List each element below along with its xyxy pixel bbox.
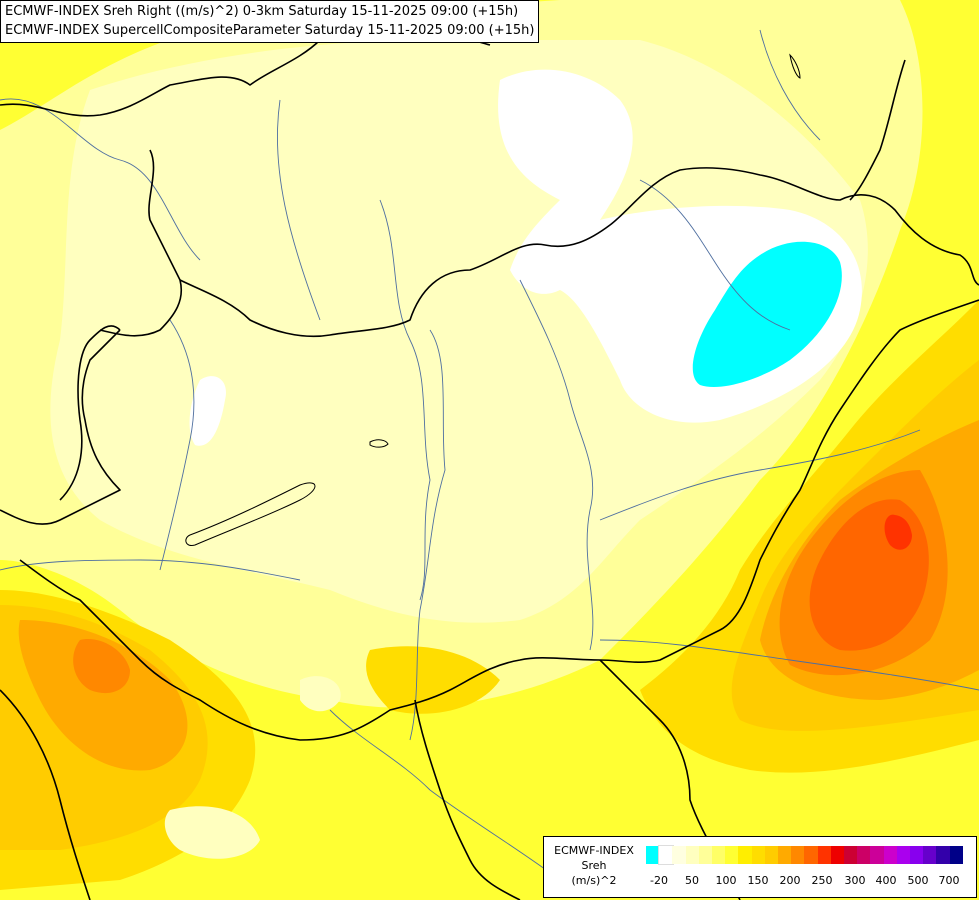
river	[329, 709, 561, 881]
country-border	[0, 689, 91, 900]
legend-swatch	[923, 846, 937, 864]
river	[599, 429, 921, 521]
lake-outline	[185, 482, 316, 547]
legend-swatch	[857, 846, 871, 864]
rivers-layer	[0, 29, 979, 881]
legend-title-line-1: ECMWF-INDEX	[554, 844, 634, 857]
field-pale-sw2	[164, 806, 260, 859]
legend-swatch	[738, 846, 753, 864]
river	[639, 179, 791, 331]
country-border	[414, 699, 521, 900]
field-white-small	[189, 376, 226, 446]
legend-tick-label: 300	[844, 874, 866, 887]
legend-tick-label: 100	[715, 874, 737, 887]
legend-swatch	[658, 845, 674, 865]
title-box: ECMWF-INDEX Sreh Right ((m/s)^2) 0-3km S…	[0, 0, 540, 43]
field-darkorange-west	[73, 639, 130, 694]
country-border	[849, 59, 906, 201]
legend-swatch	[646, 846, 660, 864]
field-cyan	[692, 241, 842, 388]
legend-swatch	[817, 846, 832, 864]
field-gold-south	[366, 646, 500, 714]
legend-swatch	[949, 846, 964, 864]
river	[159, 319, 195, 571]
field-pale	[50, 40, 868, 623]
title-line-2: ECMWF-INDEX SupercellCompositeParameter …	[5, 23, 535, 38]
legend-swatch	[896, 846, 911, 864]
lake-outline	[789, 53, 801, 79]
legend-swatch	[685, 846, 700, 864]
legend-tick-label: 250	[811, 874, 833, 887]
river	[276, 99, 321, 321]
river	[519, 279, 594, 651]
color-legend: ECMWF-INDEX Sreh (m/s)^2 -20 50 100 150 200 2…	[543, 836, 977, 898]
legend-swatch	[910, 846, 924, 864]
lake-outline	[369, 439, 389, 448]
field-pale-sw	[300, 676, 341, 712]
legend-swatch	[936, 846, 951, 864]
title-line-1: ECMWF-INDEX Sreh Right ((m/s)^2) 0-3km S…	[5, 4, 519, 19]
legend-tick-label: 700	[938, 874, 960, 887]
country-border	[99, 279, 182, 337]
legend-swatch	[870, 846, 885, 864]
legend-swatch	[764, 846, 779, 864]
legend-swatch	[672, 846, 687, 864]
legend-tick-label: 50	[685, 874, 699, 887]
legend-tick-label: -20	[650, 874, 668, 887]
legend-swatch	[725, 846, 739, 864]
country-border	[59, 325, 121, 501]
legend-tick-label: 150	[747, 874, 769, 887]
river	[599, 639, 979, 691]
river	[409, 329, 446, 741]
country-border	[148, 149, 979, 338]
lakes-layer	[185, 53, 801, 547]
country-border	[0, 329, 121, 525]
legend-title: ECMWF-INDEX Sreh (m/s)^2	[548, 843, 640, 888]
legend-swatch	[883, 846, 898, 864]
legend-title-line-2: Sreh	[581, 859, 607, 872]
legend-tick-label: 500	[907, 874, 929, 887]
river	[379, 199, 431, 601]
river	[759, 29, 821, 141]
legend-tick-label: 200	[779, 874, 801, 887]
legend-swatch	[751, 846, 766, 864]
legend-tick-label: 400	[875, 874, 897, 887]
legend-title-line-3: (m/s)^2	[571, 874, 617, 887]
river	[0, 559, 301, 581]
legend-swatch	[712, 846, 726, 864]
legend-swatch	[791, 846, 805, 864]
legend-swatch	[830, 846, 845, 864]
field-red-east	[884, 514, 912, 550]
legend-swatch	[844, 846, 858, 864]
legend-swatch	[804, 846, 819, 864]
country-border	[19, 299, 979, 741]
legend-swatch	[698, 846, 713, 864]
field-orange-west	[18, 620, 188, 771]
legend-swatch	[778, 846, 792, 864]
